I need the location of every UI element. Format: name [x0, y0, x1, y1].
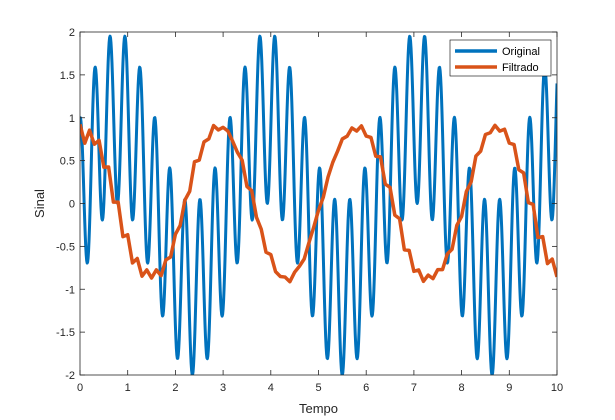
y-tick-label: 0.5 [60, 156, 75, 168]
y-tick-label: -1.5 [56, 327, 75, 339]
x-tick-label: 4 [268, 382, 274, 394]
y-tick-label: -0.5 [56, 241, 75, 253]
y-tick-label: 0 [69, 199, 75, 211]
x-tick-label: 8 [459, 382, 465, 394]
x-tick-label: 0 [77, 382, 83, 394]
x-tick-label: 5 [315, 382, 321, 394]
ticks-layer: 0 1 2 3 4 5 6 7 8 9 10 -2 -1.5 -1 -0.5 0 0.5 1 1.5 2 [56, 27, 563, 394]
legend: Original Filtrado [449, 39, 552, 77]
x-tick-label: 10 [551, 382, 563, 394]
legend-label-filtrado: Filtrado [502, 62, 539, 74]
x-tick-label: 1 [125, 382, 131, 394]
x-tick-label: 2 [172, 382, 178, 394]
y-tick-label: 1.5 [60, 70, 75, 82]
y-axis-label: Sinal [32, 189, 47, 218]
y-tick-label: -1 [65, 284, 75, 296]
x-tick-label: 3 [220, 382, 226, 394]
x-tick-label: 6 [363, 382, 369, 394]
y-tick-label: 2 [69, 27, 75, 39]
series-layer [80, 34, 557, 375]
x-axis-label: Tempo [299, 401, 338, 416]
x-tick-label: 7 [411, 382, 417, 394]
legend-box [449, 39, 552, 77]
series-line-original [80, 34, 557, 375]
x-tick-label: 9 [506, 382, 512, 394]
y-tick-label: -2 [65, 370, 75, 382]
legend-label-original: Original [502, 46, 540, 58]
series-line-filtrado [80, 123, 557, 284]
y-tick-label: 1 [69, 113, 75, 125]
